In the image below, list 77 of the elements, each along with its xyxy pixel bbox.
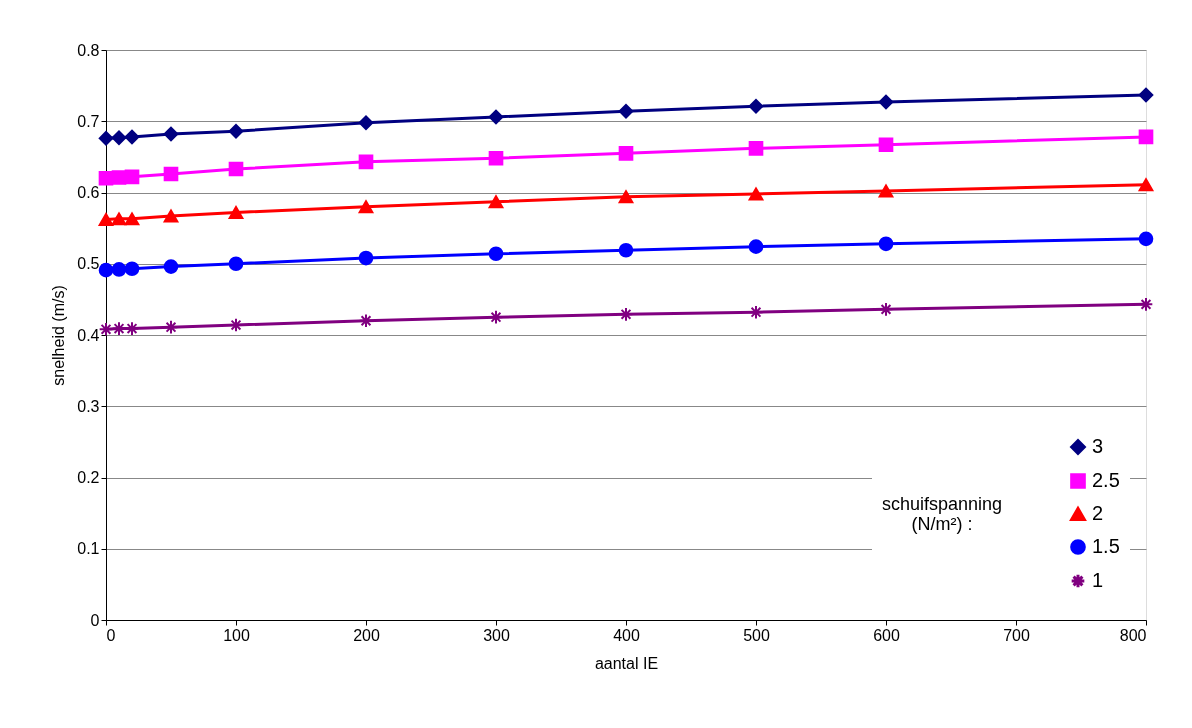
point	[878, 184, 894, 198]
point	[358, 250, 374, 266]
point	[488, 150, 504, 166]
point	[358, 154, 374, 170]
point	[748, 98, 764, 114]
x-tick-label: 500	[743, 626, 770, 644]
point	[228, 205, 244, 219]
point	[124, 129, 140, 145]
point	[111, 130, 127, 145]
point	[358, 115, 374, 130]
legend-label: 1	[1092, 569, 1104, 591]
y-tick-label: 0.5	[77, 255, 100, 273]
point	[111, 212, 127, 226]
point	[358, 313, 374, 329]
point	[98, 321, 114, 337]
x-tick-label: 400	[613, 626, 640, 644]
point	[1138, 129, 1154, 145]
point	[163, 126, 179, 142]
x-tick-label: 800	[1119, 626, 1147, 644]
x-tick-label: 200	[353, 626, 380, 644]
point	[1138, 87, 1154, 103]
point	[618, 145, 634, 161]
legend-label: 3	[1092, 435, 1104, 457]
point	[124, 261, 140, 277]
point	[618, 190, 634, 204]
point	[163, 259, 179, 274]
point	[1138, 231, 1154, 247]
y-tick-label: 0.2	[77, 469, 100, 486]
point	[124, 169, 140, 185]
point	[878, 302, 894, 317]
point	[1138, 178, 1154, 192]
point	[98, 131, 114, 146]
legend-label: 2	[1092, 502, 1104, 524]
point	[98, 262, 114, 278]
y-axis-title: snelheid (m/s)	[50, 285, 68, 386]
legend-label: 2.5	[1092, 469, 1120, 491]
point	[163, 166, 179, 182]
point	[878, 137, 894, 153]
point	[1138, 297, 1154, 312]
y-tick-label: 0.6	[77, 184, 100, 201]
point	[163, 209, 179, 223]
legend-label: 1.5	[1092, 535, 1120, 557]
point	[228, 256, 244, 272]
point	[98, 213, 114, 227]
point	[878, 236, 894, 252]
point	[488, 195, 504, 209]
point	[618, 242, 634, 258]
y-tick-label: 0.1	[77, 540, 100, 558]
point	[111, 262, 127, 277]
point	[878, 94, 894, 110]
point	[748, 187, 764, 201]
point	[488, 246, 504, 262]
y-tick-label: 0.8	[77, 41, 100, 59]
point	[748, 141, 764, 156]
x-axis-title: aantal IE	[594, 654, 659, 672]
legend-title: schuifspanning (N/m²) :	[881, 494, 1003, 534]
point	[358, 200, 374, 214]
point	[228, 123, 244, 139]
x-tick-label: 700	[1003, 626, 1030, 644]
x-tick-label: 100	[223, 626, 250, 644]
point	[748, 304, 764, 320]
point	[748, 239, 764, 254]
y-tick-label: 0.7	[77, 112, 100, 130]
point	[488, 109, 504, 125]
y-tick-label: 0	[90, 611, 100, 629]
point	[618, 307, 634, 322]
point	[124, 212, 140, 226]
x-tick-label: 600	[873, 626, 900, 644]
y-tick-label: 0.3	[77, 397, 100, 415]
point	[228, 161, 244, 177]
x-tick-label: 300	[483, 626, 510, 644]
point	[98, 170, 114, 186]
x-tick-label: 0	[106, 626, 116, 644]
y-tick-label: 0.4	[77, 326, 100, 344]
point	[488, 309, 504, 325]
point	[111, 170, 127, 185]
point	[618, 103, 634, 119]
